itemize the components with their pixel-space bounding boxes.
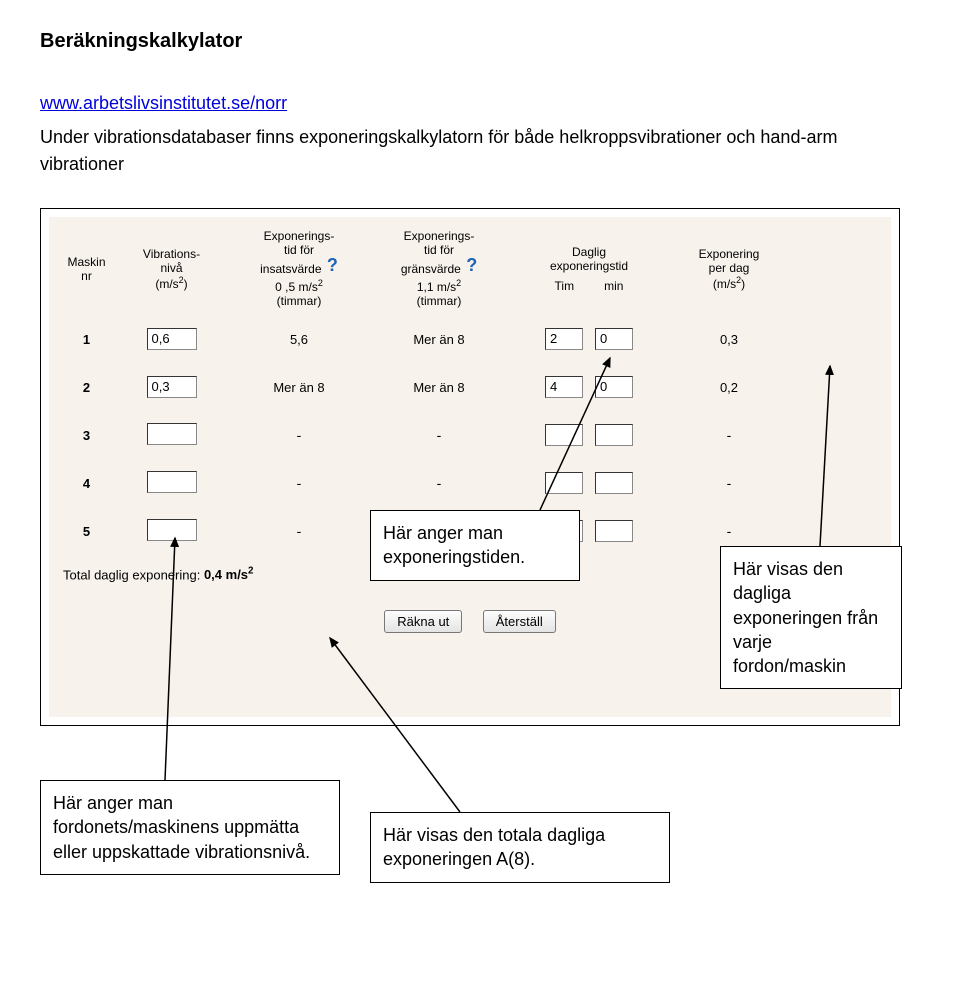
cell-nr: 5 bbox=[59, 524, 114, 539]
cell-per: - bbox=[669, 427, 789, 443]
input-min[interactable]: 0 bbox=[595, 376, 633, 398]
help-icon[interactable]: ? bbox=[327, 255, 338, 275]
cell-e2: - bbox=[369, 427, 509, 443]
callout-total: Här visas den totala dagliga exponeringe… bbox=[370, 812, 670, 883]
hdr-vibrationsniva: Vibrations-nivå(m/s2) bbox=[114, 247, 229, 291]
cell-per: - bbox=[669, 523, 789, 539]
input-tim[interactable]: 4 bbox=[545, 376, 583, 398]
calculator-region: Maskinnr Vibrations-nivå(m/s2) Exponerin… bbox=[40, 208, 900, 726]
input-niva[interactable] bbox=[147, 519, 197, 541]
table-row: 2 0,3 Mer än 8 Mer än 8 4 0 0,2 bbox=[59, 374, 881, 400]
hdr-exp-insats: Exponerings-tid förinsatsvärde ?0 ,5 m/s… bbox=[229, 229, 369, 308]
cell-e1: - bbox=[229, 427, 369, 443]
cell-nr: 2 bbox=[59, 380, 114, 395]
reset-button[interactable]: Återställ bbox=[483, 610, 556, 633]
input-tim[interactable]: 2 bbox=[545, 328, 583, 350]
cell-per: - bbox=[669, 475, 789, 491]
cell-e1: - bbox=[229, 523, 369, 539]
calculate-button[interactable]: Räkna ut bbox=[384, 610, 462, 633]
help-icon[interactable]: ? bbox=[466, 255, 477, 275]
hdr-exp-per-dag: Exponeringper dag(m/s2) bbox=[669, 247, 789, 291]
cell-nr: 4 bbox=[59, 476, 114, 491]
cell-e2: Mer än 8 bbox=[369, 332, 509, 347]
input-niva[interactable]: 0,6 bbox=[147, 328, 197, 350]
cell-e2: - bbox=[369, 475, 509, 491]
table-row: 1 0,6 5,6 Mer än 8 2 0 0,3 bbox=[59, 326, 881, 352]
page-title: Beräkningskalkylator bbox=[40, 30, 920, 53]
hdr-exp-grans: Exponerings-tid förgränsvärde ?1,1 m/s2(… bbox=[369, 229, 509, 308]
cell-nr: 3 bbox=[59, 428, 114, 443]
cell-per: 0,2 bbox=[669, 380, 789, 395]
callout-enter-level: Här anger man fordonets/maskinens uppmät… bbox=[40, 780, 340, 875]
hdr-maskin-nr: Maskinnr bbox=[59, 255, 114, 283]
table-row: 4 - - - bbox=[59, 470, 881, 496]
hdr-min: min bbox=[604, 279, 623, 293]
cell-nr: 1 bbox=[59, 332, 114, 347]
input-niva[interactable]: 0,3 bbox=[147, 376, 197, 398]
hdr-tim: Tim bbox=[555, 279, 575, 293]
cell-per: 0,3 bbox=[669, 332, 789, 347]
site-link[interactable]: www.arbetslivsinstitutet.se/norr bbox=[40, 93, 920, 114]
hdr-daglig-tid: Dagligexponeringstid Tim min bbox=[509, 245, 669, 293]
callout-daily-each: Här visas den dagliga exponeringen från … bbox=[720, 546, 902, 689]
intro-text: Under vibrationsdatabaser finns exponeri… bbox=[40, 124, 920, 178]
cell-e2: Mer än 8 bbox=[369, 380, 509, 395]
cell-e1: 5,6 bbox=[229, 332, 369, 347]
input-tim[interactable] bbox=[545, 472, 583, 494]
table-header: Maskinnr Vibrations-nivå(m/s2) Exponerin… bbox=[59, 229, 881, 308]
input-niva[interactable] bbox=[147, 471, 197, 493]
cell-e1: Mer än 8 bbox=[229, 380, 369, 395]
callout-exposure-time: Här anger man exponeringstiden. bbox=[370, 510, 580, 581]
input-min[interactable]: 0 bbox=[595, 328, 633, 350]
input-min[interactable] bbox=[595, 472, 633, 494]
input-min[interactable] bbox=[595, 424, 633, 446]
input-tim[interactable] bbox=[545, 424, 583, 446]
input-niva[interactable] bbox=[147, 423, 197, 445]
table-row: 3 - - - bbox=[59, 422, 881, 448]
cell-e1: - bbox=[229, 475, 369, 491]
input-min[interactable] bbox=[595, 520, 633, 542]
